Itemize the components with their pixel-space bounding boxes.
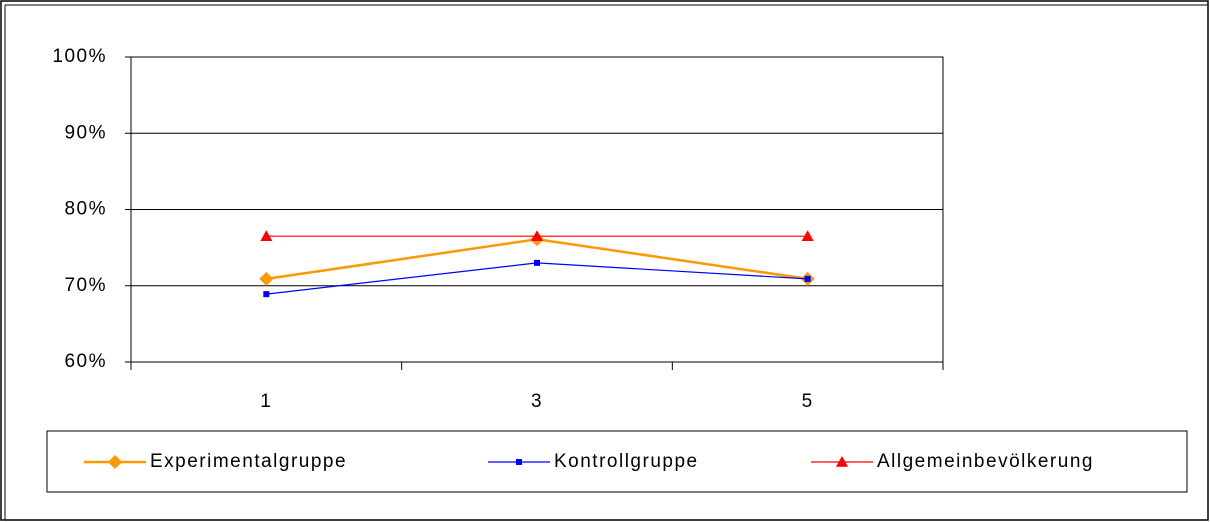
x-tick-label: 1 (260, 391, 272, 412)
point (263, 291, 270, 298)
legend-marker (516, 459, 522, 465)
y-tick-label: 90% (64, 122, 107, 143)
y-tick-label: 60% (64, 351, 107, 372)
legend-marker (836, 456, 848, 467)
y-tick-label: 70% (64, 275, 107, 296)
point (531, 230, 543, 241)
legend-label: Kontrollgruppe (554, 451, 699, 472)
point (804, 275, 811, 282)
legend-marker (108, 455, 122, 469)
point (801, 230, 814, 241)
point (534, 259, 540, 266)
x-tick-label: 3 (531, 391, 543, 412)
legend-label: Allgemeinbevölkerung (877, 451, 1094, 472)
y-tick-label: 80% (64, 199, 107, 220)
x-tick-label: 5 (802, 391, 814, 412)
legend-box (46, 430, 1188, 493)
point (259, 271, 274, 286)
point (260, 230, 273, 241)
legend-label: Experimentalgruppe (150, 451, 347, 472)
y-tick-label: 100% (52, 46, 107, 67)
